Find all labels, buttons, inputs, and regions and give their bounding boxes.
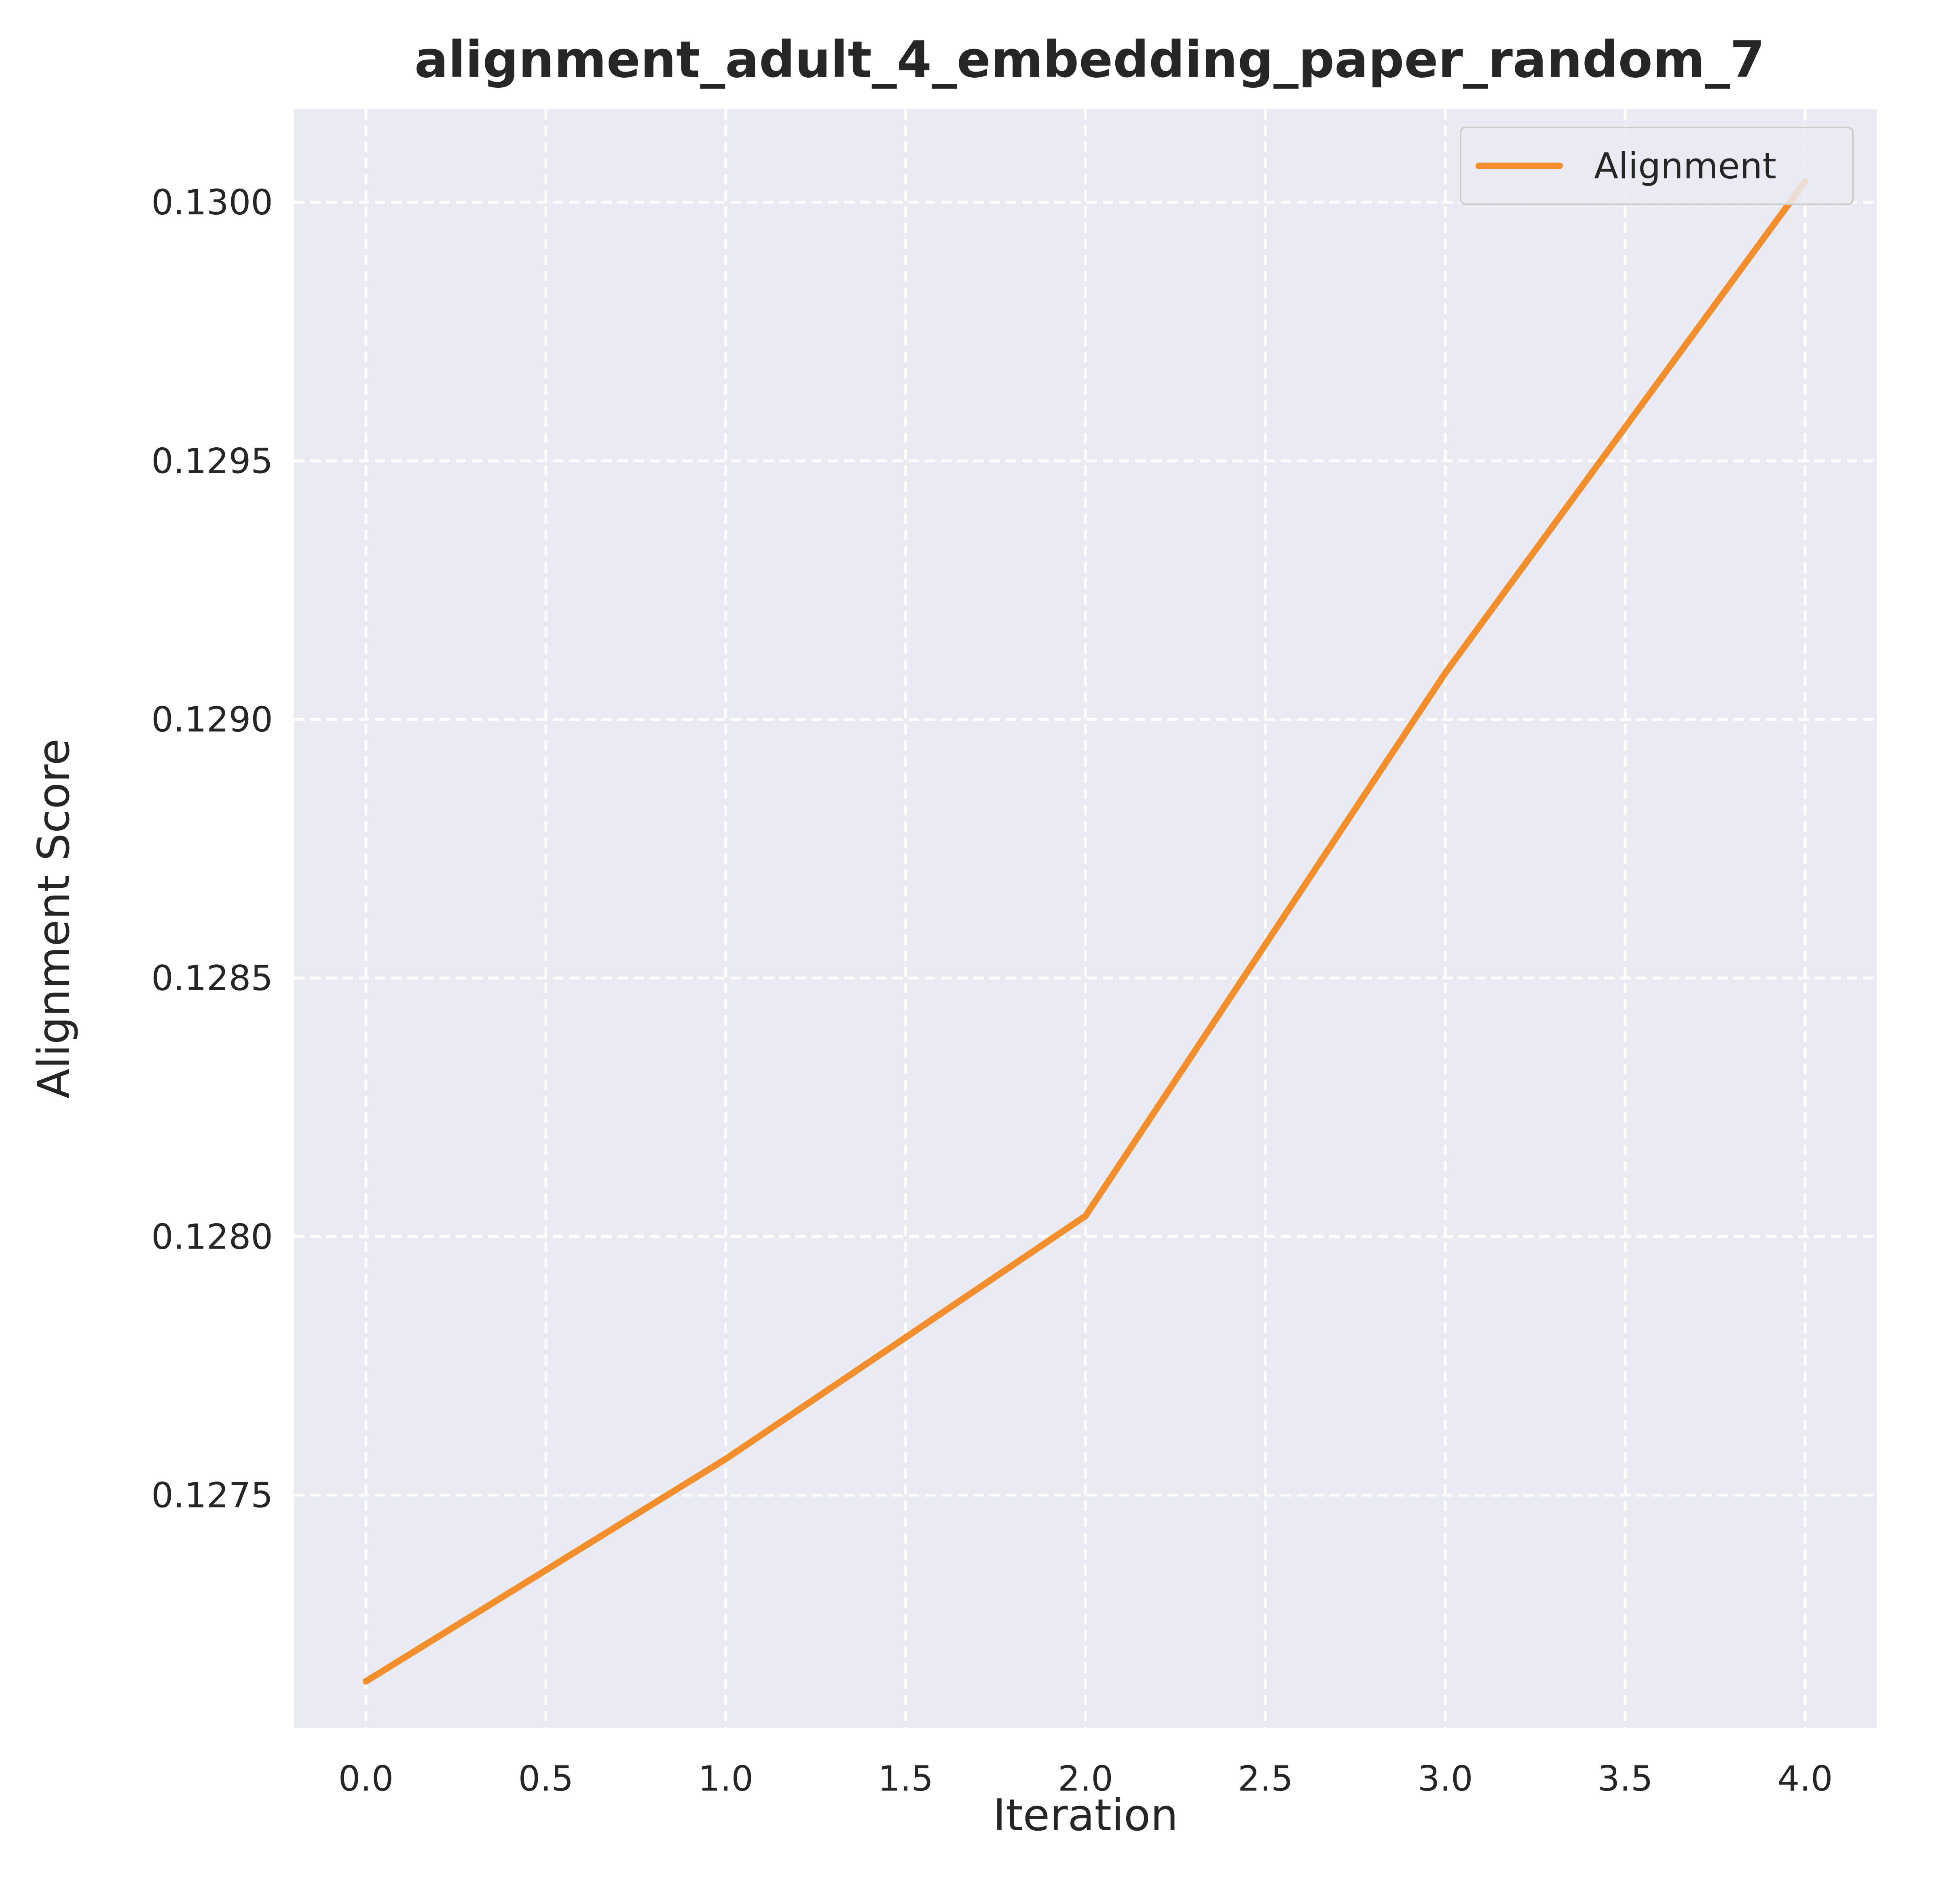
x-tick-label: 1.0 [698,1759,753,1799]
x-axis-label: Iteration [993,1790,1178,1841]
legend-label-alignment: Alignment [1594,145,1776,187]
y-tick-label: 0.1280 [151,1217,273,1257]
y-axis-label: Alignment Score [29,739,79,1099]
x-tick-label: 3.5 [1598,1759,1653,1799]
x-tick-label: 4.0 [1778,1759,1833,1799]
legend-box [1460,127,1854,205]
x-tick-label: 1.5 [878,1759,933,1799]
x-tick-label: 2.0 [1058,1759,1113,1799]
x-tick-label: 0.5 [518,1759,573,1799]
y-tick-label: 0.1290 [151,700,273,740]
tick-labels: 0.0 0.5 1.0 1.5 2.0 2.5 3.0 3.5 4.0 0.1275 0.1280 0… [151,182,1833,1799]
x-tick-label: 3.0 [1418,1759,1473,1799]
x-tick-label: 2.5 [1238,1759,1293,1799]
legend: Alignment [1460,127,1854,205]
chart-title: alignment_adult_4_embedding_paper_random… [414,31,1765,89]
y-tick-label: 0.1295 [151,441,273,481]
y-tick-label: 0.1300 [151,182,273,223]
series-line-alignment [362,178,1809,1685]
x-tick-label: 0.0 [338,1759,394,1799]
y-tick-label: 0.1285 [151,958,273,999]
y-tick-label: 0.1275 [151,1475,273,1516]
series-layer [362,178,1809,1685]
